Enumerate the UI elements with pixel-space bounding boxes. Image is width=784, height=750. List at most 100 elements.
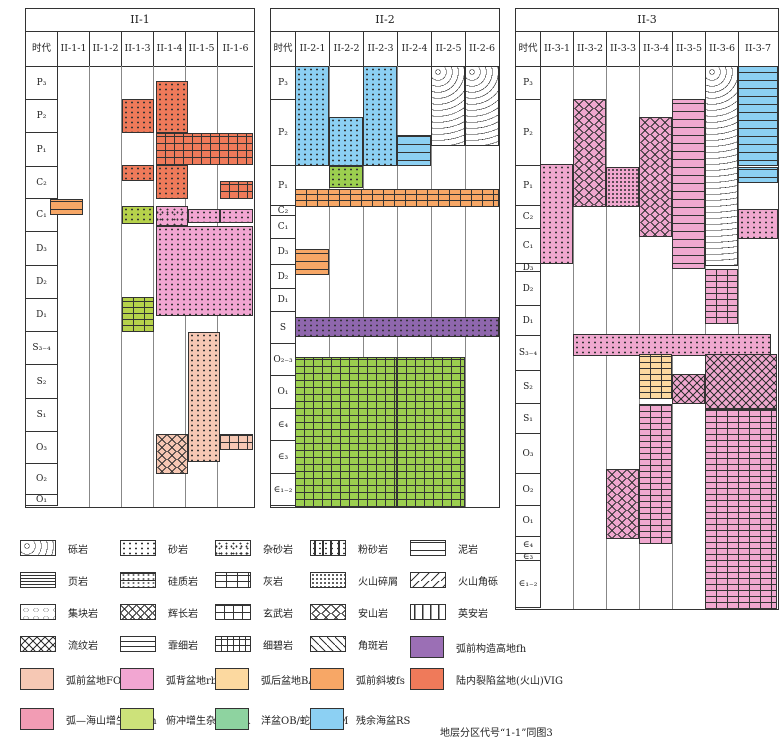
strata-block — [220, 181, 253, 199]
legend-item: 页岩 — [20, 572, 88, 588]
legend-label: 弧前盆地FO — [66, 675, 122, 687]
period-label: D₂ — [271, 265, 296, 289]
strata-block — [329, 117, 363, 166]
legend-label: 细碧岩 — [263, 640, 293, 652]
legend-setting: 陆内裂陷盆地(火山)VIG — [410, 668, 563, 690]
period-label: D₃ — [516, 263, 541, 273]
legend-label: 火山碎屑 — [358, 576, 398, 588]
legend-item: 霏细岩 — [120, 636, 198, 652]
strata-block — [573, 99, 606, 207]
strata-block — [363, 66, 397, 166]
col-header: 时代 — [271, 31, 296, 67]
strata-block — [738, 167, 778, 183]
color-swatch — [410, 636, 444, 658]
legend-setting: 残余海盆RS — [310, 708, 410, 730]
legend-setting: 弧前构造高地fh — [410, 636, 526, 658]
strata-block — [540, 164, 573, 264]
col-header: II-3-1 — [541, 31, 574, 67]
strata-block — [295, 249, 329, 275]
strata-block — [639, 117, 672, 237]
conglomerate-icon — [20, 540, 56, 556]
period-label: O₁ — [271, 376, 296, 409]
panel-title: II-1 — [26, 9, 254, 32]
legend-label: 砾岩 — [68, 544, 88, 556]
strata-block — [672, 374, 705, 404]
spilite-icon — [215, 636, 251, 652]
strata-block — [122, 206, 154, 224]
strata-block — [705, 354, 777, 409]
col-header: II-2-5 — [432, 31, 466, 67]
legend-setting: 弧后盆地BA — [215, 668, 316, 690]
volcanic-breccia-icon — [410, 572, 446, 588]
col-header: II-3-7 — [739, 31, 777, 67]
legend-label: 弧前构造高地fh — [456, 643, 527, 655]
legend-label: 弧—海山增生带asm — [66, 715, 157, 727]
col-header: II-1-5 — [186, 31, 218, 67]
greywacke-icon — [215, 540, 251, 556]
strata-block — [738, 209, 778, 239]
period-label: S₃₋₄ — [26, 332, 58, 365]
legend-item: 辉长岩 — [120, 604, 198, 620]
period-label: D₁ — [26, 299, 58, 332]
period-label: S — [271, 312, 296, 344]
strata-block — [573, 334, 771, 356]
legend-label: 泥岩 — [458, 544, 478, 556]
strata-block — [220, 434, 253, 450]
col-header: II-3-3 — [607, 31, 640, 67]
legend-setting: 洋盆OB/蛇绿岩OM — [215, 708, 348, 730]
panel-title: II-3 — [516, 9, 778, 32]
legend-item: 硅质岩 — [120, 572, 198, 588]
color-swatch — [120, 708, 154, 730]
legend-item: 粉砂岩 — [310, 540, 388, 556]
legend-label: 角斑岩 — [358, 640, 388, 652]
period-label: S₃₋₄ — [516, 336, 541, 371]
period-label: C₂ — [26, 167, 58, 199]
mudstone-icon — [410, 540, 446, 556]
period-label: O₁ — [26, 495, 58, 506]
legend-item: 火山碎屑 — [310, 572, 398, 588]
color-swatch — [310, 708, 344, 730]
period-label: D₃ — [271, 239, 296, 265]
legend-label: 俯冲增生杂岩带SA — [166, 715, 251, 727]
strata-block — [329, 166, 363, 188]
legend-item: 玄武岩 — [215, 604, 293, 620]
col-header: 时代 — [26, 31, 58, 67]
legend-label: 英安岩 — [458, 608, 488, 620]
strata-block — [188, 332, 220, 462]
strata-block — [156, 165, 188, 199]
period-label: P₂ — [26, 100, 58, 133]
legend-label: 硅质岩 — [168, 576, 198, 588]
panel-ii-3: II-3 时代 II-3-1 II-3-2 II-3-3 II-3-4 II-3… — [515, 8, 779, 610]
legend-label: 集块岩 — [68, 608, 98, 620]
period-label: C₁ — [26, 199, 58, 232]
period-label: S₁ — [26, 399, 58, 432]
period-label: O₃ — [26, 432, 58, 464]
period-label: P₂ — [271, 100, 296, 166]
strata-block — [156, 81, 188, 133]
legend-label: 霏细岩 — [168, 640, 198, 652]
legend-setting: 弧前斜坡fs — [310, 668, 405, 690]
strata-block — [672, 99, 705, 269]
period-label: O₂ — [516, 474, 541, 506]
col-header: II-1-4 — [154, 31, 186, 67]
strata-block — [188, 209, 220, 223]
col-header: II-1-6 — [218, 31, 253, 67]
strata-block — [465, 66, 499, 146]
period-label: C₂ — [271, 206, 296, 216]
col-header: II-3-4 — [640, 31, 673, 67]
strata-block — [639, 404, 672, 544]
period-label: D₂ — [26, 266, 58, 299]
siltstone-icon — [310, 540, 346, 556]
col-header: II-3-6 — [706, 31, 739, 67]
legend-label: 安山岩 — [358, 608, 388, 620]
col-header: II-3-5 — [673, 31, 706, 67]
sandstone-icon — [120, 540, 156, 556]
color-swatch — [20, 668, 54, 690]
col-header: II-1-2 — [90, 31, 122, 67]
period-label: ∈₁₋₂ — [271, 474, 296, 506]
pyroclastic-icon — [310, 572, 346, 588]
period-label: C₁ — [516, 229, 541, 264]
period-label: C₂ — [516, 206, 541, 229]
legend-item: 流纹岩 — [20, 636, 98, 652]
period-label: ∈₄ — [271, 409, 296, 441]
